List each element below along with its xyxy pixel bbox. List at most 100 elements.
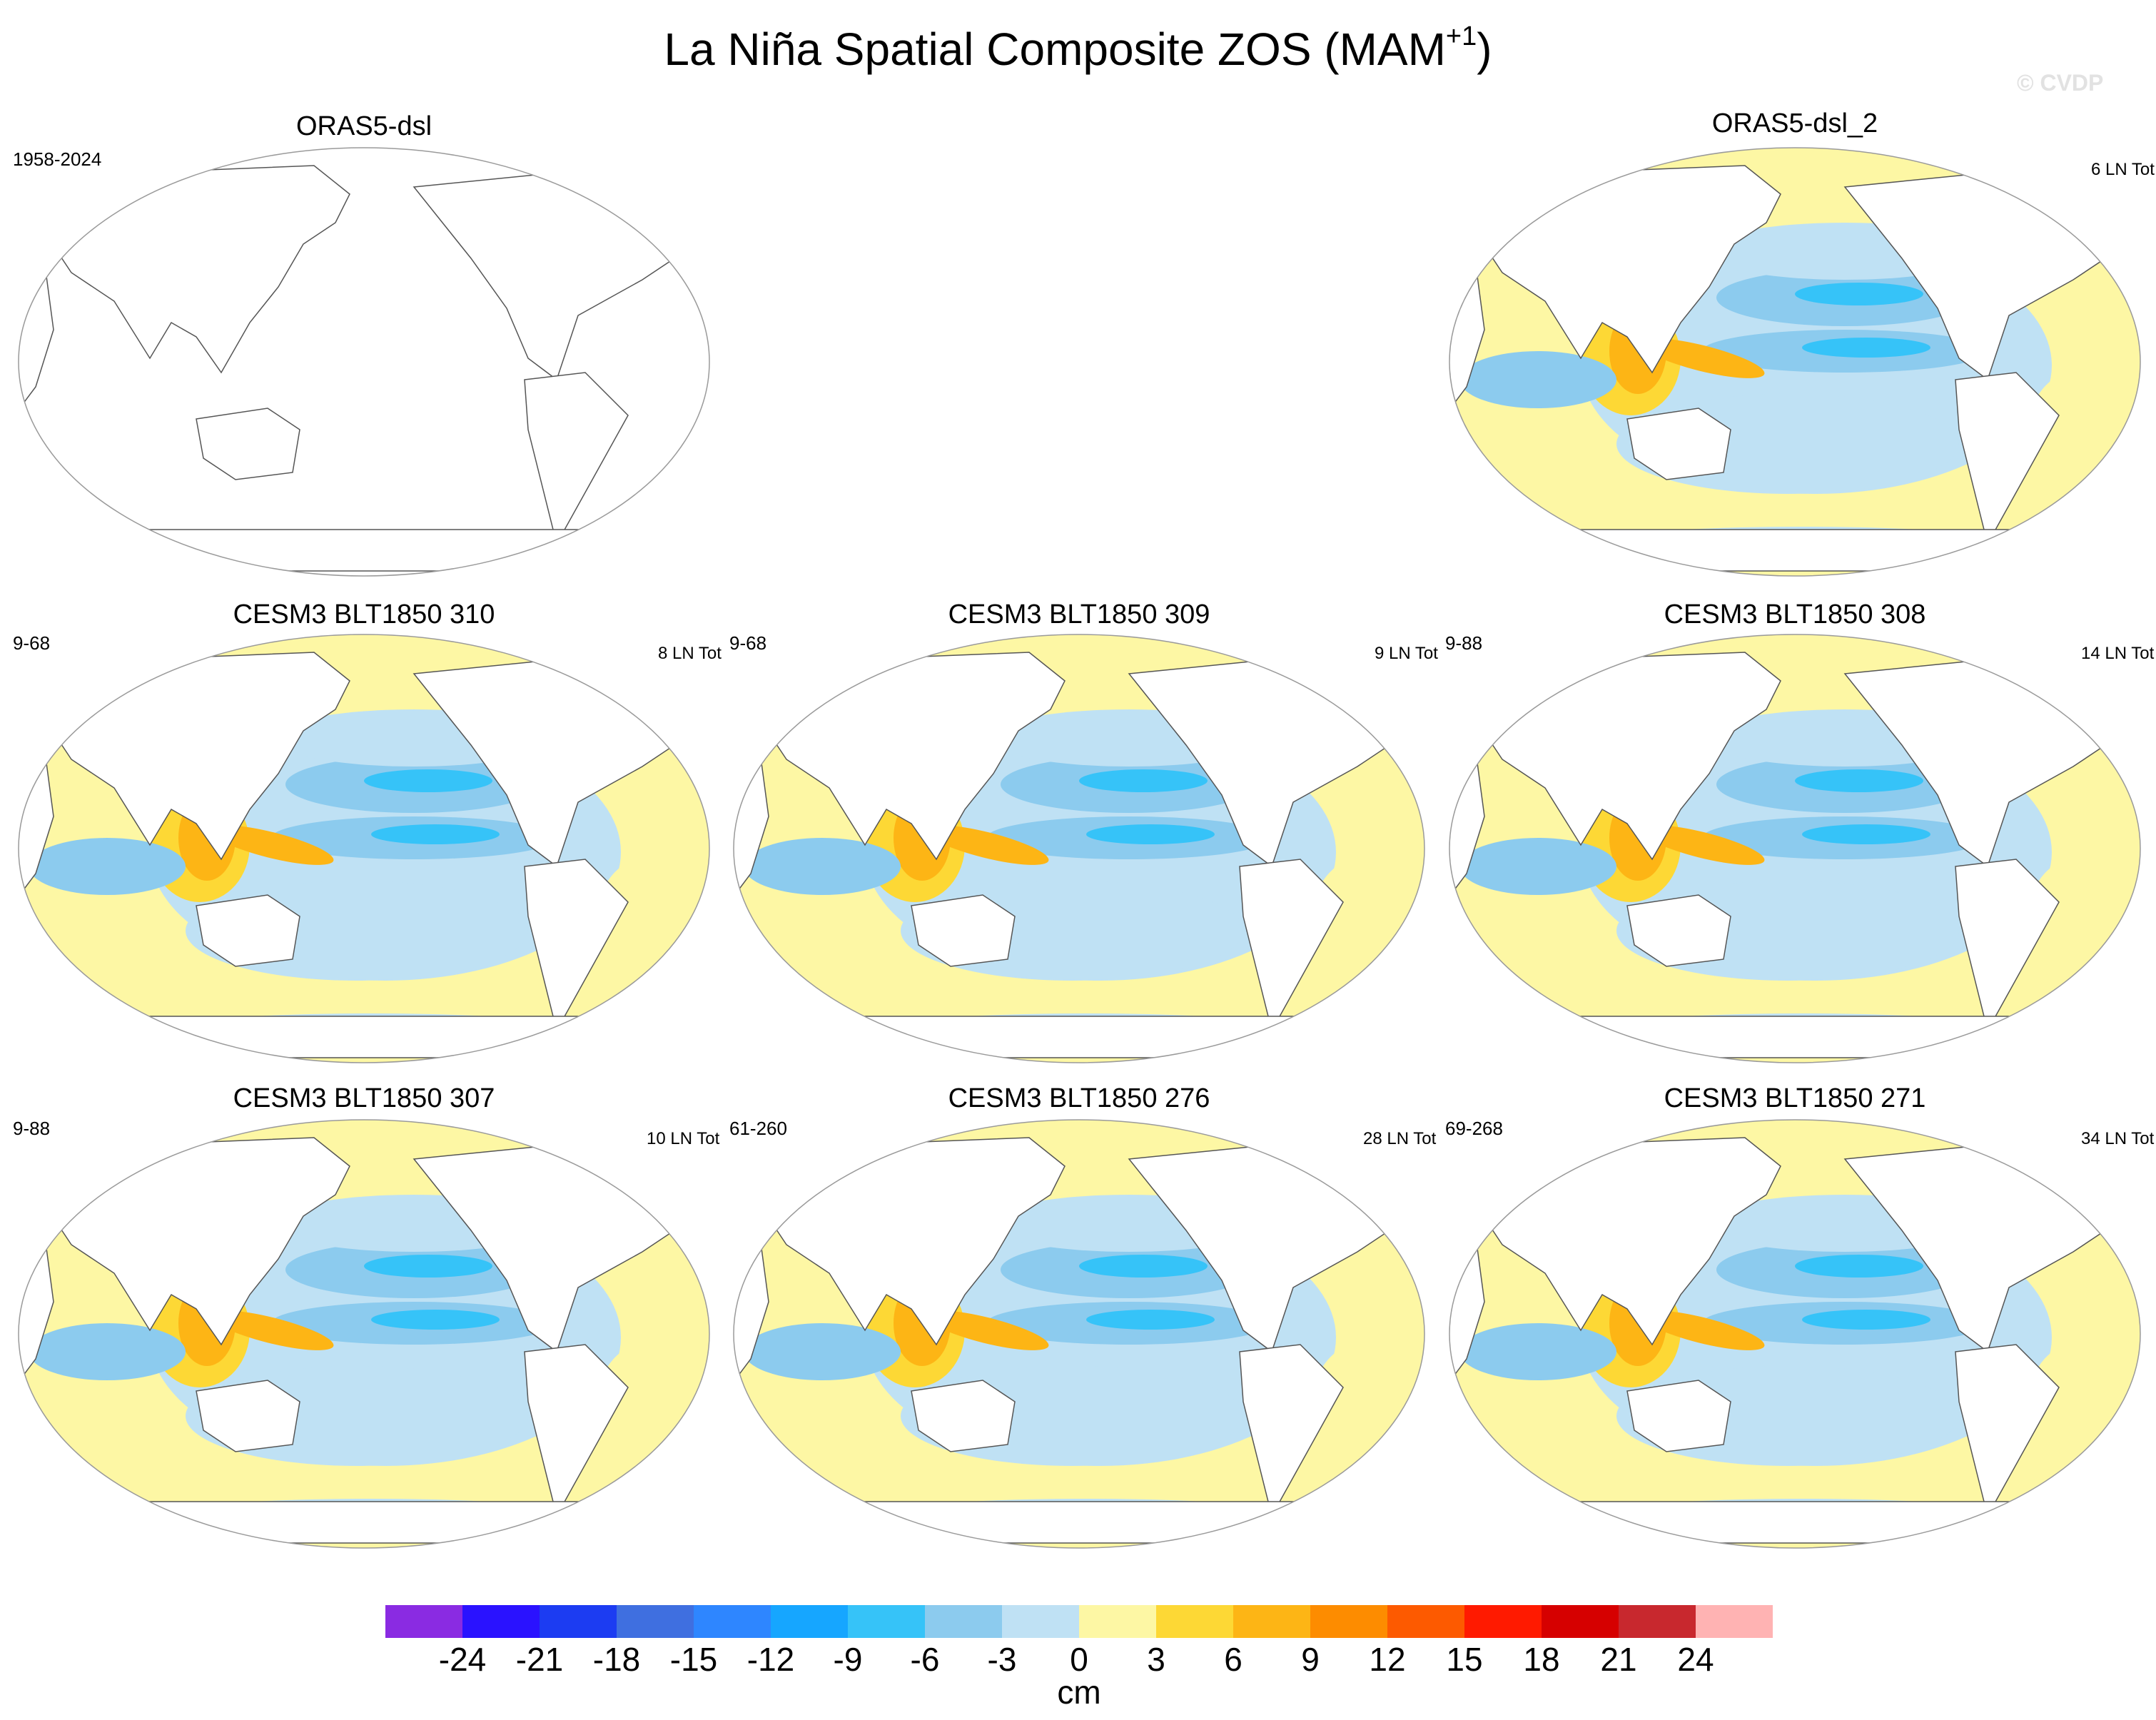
antarctica-landmass (827, 1501, 1324, 1544)
ocean-anomaly-blob (364, 1255, 492, 1278)
south-america-landmass (524, 372, 629, 546)
ocean-anomaly-blob (1459, 1323, 1616, 1380)
panel-title: CESM3 BLT1850 310 (233, 600, 495, 629)
greenland-landmass (2058, 165, 2110, 209)
map-border (18, 634, 710, 1063)
ocean-anomaly-blob (744, 838, 901, 895)
antarctica-landmass (827, 1016, 1324, 1058)
antarctica-landmass (112, 1501, 609, 1544)
ocean-anomaly-blob (371, 824, 500, 844)
ocean-anomaly-blob (29, 1323, 186, 1380)
colorbar-cell (1310, 1605, 1387, 1638)
ocean-anomaly-blob (208, 1310, 334, 1350)
map-cesm3-309 (733, 634, 1425, 1063)
ocean-anomaly-blob (208, 825, 334, 865)
antarctica-landmass (1543, 1501, 2040, 1544)
colorbar-cell (1079, 1605, 1156, 1638)
australia-landmass (1626, 894, 1731, 967)
panel-title: CESM3 BLT1850 276 (948, 1083, 1210, 1113)
map-contents (19, 634, 709, 1063)
map-contents (19, 1120, 709, 1548)
colorbar-cell (694, 1605, 771, 1638)
colorbar-units: cm (1057, 1674, 1101, 1711)
figure-title: La Niña Spatial Composite ZOS (MAM+1) (664, 21, 1492, 75)
colorbar-tick-label: -21 (515, 1641, 564, 1678)
ocean-anomaly-blob (1459, 838, 1616, 895)
ocean-anomaly-blob (1086, 1310, 1215, 1330)
map-contents (1449, 148, 2140, 576)
ocean-anomaly-blob (1639, 338, 1765, 378)
antarctica-landmass (1543, 1016, 2040, 1058)
map-border (1449, 1119, 2141, 1549)
greenland-landmass (627, 652, 679, 696)
colorbar-cell (1542, 1605, 1619, 1638)
south-america-landmass (1239, 1344, 1344, 1518)
colorbar-tick-label: 24 (1677, 1641, 1714, 1678)
ocean-anomaly-blob (1795, 1255, 1923, 1278)
panel-count-label: 14 LN Tot (2081, 644, 2155, 663)
panel-count-label: 6 LN Tot (2091, 160, 2155, 179)
panel-title: ORAS5-dsl (295, 111, 432, 141)
australia-landmass (1626, 408, 1731, 480)
colorbar-tick-label: -3 (987, 1641, 1017, 1678)
ocean-anomaly-blob (1639, 1310, 1765, 1350)
australia-landmass (1626, 1380, 1731, 1452)
ocean-anomaly-blob (1086, 824, 1215, 844)
panel-count-label: 34 LN Tot (2081, 1129, 2155, 1148)
colorbar-tick-label: -15 (669, 1641, 718, 1678)
colorbar-cell (1619, 1605, 1696, 1638)
panel-years-label: 9-68 (13, 632, 51, 654)
colorbar-cell (1156, 1605, 1233, 1638)
greenland-landmass (2058, 1137, 2110, 1181)
panel-years-label: 9-68 (729, 632, 767, 654)
south-america-landmass (524, 859, 629, 1033)
greenland-landmass (627, 165, 679, 209)
map-cesm3-307 (18, 1119, 710, 1549)
map-cesm3-271 (1449, 1119, 2141, 1549)
colorbar-tick-label: 21 (1600, 1641, 1637, 1678)
colorbar-tick-label: -6 (910, 1641, 940, 1678)
colorbar-cell (1233, 1605, 1310, 1638)
ocean-anomaly-blob (1459, 351, 1616, 408)
colorbar-cell (1002, 1605, 1079, 1638)
colorbar-tick-label: 9 (1301, 1641, 1320, 1678)
south-america-landmass (1955, 372, 2060, 546)
panel-title: CESM3 BLT1850 309 (948, 600, 1210, 629)
greenland-landmass (627, 1137, 679, 1181)
colorbar-tick-label: -9 (833, 1641, 863, 1678)
ocean-anomaly-blob (1802, 1310, 1930, 1330)
colorbar-tick-label: -12 (746, 1641, 795, 1678)
colorbar-tick-label: 18 (1523, 1641, 1560, 1678)
map-cesm3-308 (1449, 634, 2141, 1063)
south-america-landmass (1239, 859, 1344, 1033)
colorbar-cell (925, 1605, 1002, 1638)
ocean-anomaly-blob (923, 1310, 1049, 1350)
australia-landmass (196, 408, 300, 480)
ocean-anomaly-blob (364, 769, 492, 792)
colorbar-cell (848, 1605, 925, 1638)
colorbar-cell (771, 1605, 848, 1638)
map-cesm3-276 (733, 1119, 1425, 1549)
panel-count-label: 8 LN Tot (658, 644, 722, 663)
map-border (18, 147, 710, 577)
ocean-anomaly-blob (1079, 769, 1208, 792)
colorbar-tick-label: 6 (1224, 1641, 1243, 1678)
map-contents (734, 1120, 1424, 1548)
panel-title: CESM3 BLT1850 307 (233, 1083, 495, 1113)
greenland-landmass (1342, 652, 1394, 696)
ocean-anomaly-blob (1639, 825, 1765, 865)
panel-years-label: 69-268 (1445, 1118, 1503, 1139)
colorbar-cell (540, 1605, 617, 1638)
colorbar-cell (1387, 1605, 1464, 1638)
panel-count-label: 9 LN Tot (1375, 644, 1438, 663)
panel-count-label: 10 LN Tot (647, 1129, 720, 1148)
ocean-anomaly-blob (1802, 824, 1930, 844)
colorbar-cell (1696, 1605, 1773, 1638)
australia-landmass (911, 894, 1016, 967)
colorbar-cell (385, 1605, 462, 1638)
colorbar-tick-label: 12 (1369, 1641, 1406, 1678)
map-background (19, 148, 709, 576)
map-border (1449, 634, 2141, 1063)
cvdp-watermark: © CVDP (2017, 70, 2104, 96)
south-america-landmass (1955, 859, 2060, 1033)
